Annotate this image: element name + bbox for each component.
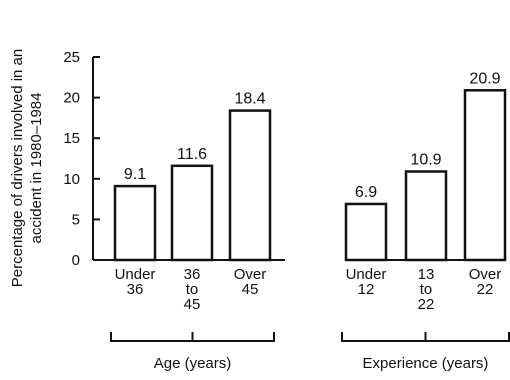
y-tick-label: 0 [72, 252, 80, 269]
bars [113, 89, 507, 262]
group-bracket [341, 332, 510, 342]
bar [344, 202, 388, 262]
bar-value-label: 11.6 [177, 146, 207, 163]
category-label: 36 to 45 [184, 266, 201, 313]
group-brackets: Age (years) Experience (years) [110, 332, 510, 372]
y-axis-label-line-1: Percentage of drivers involved in an [9, 49, 26, 287]
bar [404, 170, 448, 262]
group-bracket [110, 332, 275, 342]
y-axis-label-line-2: accident in 1980–1984 [28, 93, 45, 244]
bar [113, 184, 157, 262]
category-label: Under 36 [115, 266, 156, 298]
group-label: Experience (years) [363, 355, 489, 372]
y-tick-label: 10 [63, 171, 80, 188]
category-label: 13 to 22 [418, 266, 435, 313]
bar-value-label: 10.9 [410, 151, 441, 168]
category-label: Over 45 [234, 266, 267, 298]
bar-value-label: 18.4 [234, 91, 265, 108]
bar [170, 164, 214, 262]
bar-value-label: 20.9 [469, 70, 500, 87]
y-tick-label: 5 [72, 211, 80, 228]
bar-value-label: 6.9 [355, 184, 377, 201]
group-label: Age (years) [154, 355, 232, 372]
y-tick-label: 15 [63, 130, 80, 147]
bar-value-label: 9.1 [124, 166, 146, 183]
y-tick-label: 25 [63, 49, 80, 66]
y-tick-label: 20 [63, 90, 80, 107]
bar [228, 109, 272, 262]
category-label: Over 22 [469, 266, 502, 298]
bar [463, 89, 507, 262]
y-axis-label: Percentage of drivers involved in an acc… [9, 49, 45, 287]
category-label: Under 12 [346, 266, 387, 298]
data-labels: 9.1 11.6 18.4 6.9 10.9 20.9 [124, 70, 501, 201]
category-labels: Under 36 36 to 45 Over 45 Under 12 13 to 22 Over 22 [115, 266, 502, 313]
